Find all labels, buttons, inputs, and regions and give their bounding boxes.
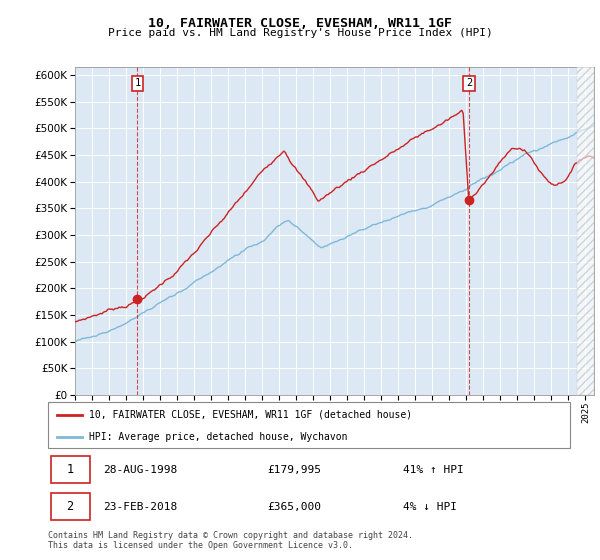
Text: 2: 2 [466, 78, 472, 88]
Text: Contains HM Land Registry data © Crown copyright and database right 2024.
This d: Contains HM Land Registry data © Crown c… [48, 531, 413, 550]
Text: 2: 2 [67, 500, 74, 514]
Text: £365,000: £365,000 [267, 502, 321, 512]
Text: 10, FAIRWATER CLOSE, EVESHAM, WR11 1GF (detached house): 10, FAIRWATER CLOSE, EVESHAM, WR11 1GF (… [89, 410, 412, 420]
Text: 1: 1 [134, 78, 140, 88]
Text: Price paid vs. HM Land Registry's House Price Index (HPI): Price paid vs. HM Land Registry's House … [107, 28, 493, 38]
Text: 28-AUG-1998: 28-AUG-1998 [103, 465, 177, 475]
Text: 1: 1 [67, 463, 74, 476]
Bar [50, 493, 90, 520]
Text: HPI: Average price, detached house, Wychavon: HPI: Average price, detached house, Wych… [89, 432, 347, 441]
Bar [50, 456, 90, 483]
Text: 10, FAIRWATER CLOSE, EVESHAM, WR11 1GF: 10, FAIRWATER CLOSE, EVESHAM, WR11 1GF [148, 17, 452, 30]
Text: 41% ↑ HPI: 41% ↑ HPI [403, 465, 464, 475]
Text: 23-FEB-2018: 23-FEB-2018 [103, 502, 177, 512]
Text: 4% ↓ HPI: 4% ↓ HPI [403, 502, 457, 512]
Text: £179,995: £179,995 [267, 465, 321, 475]
